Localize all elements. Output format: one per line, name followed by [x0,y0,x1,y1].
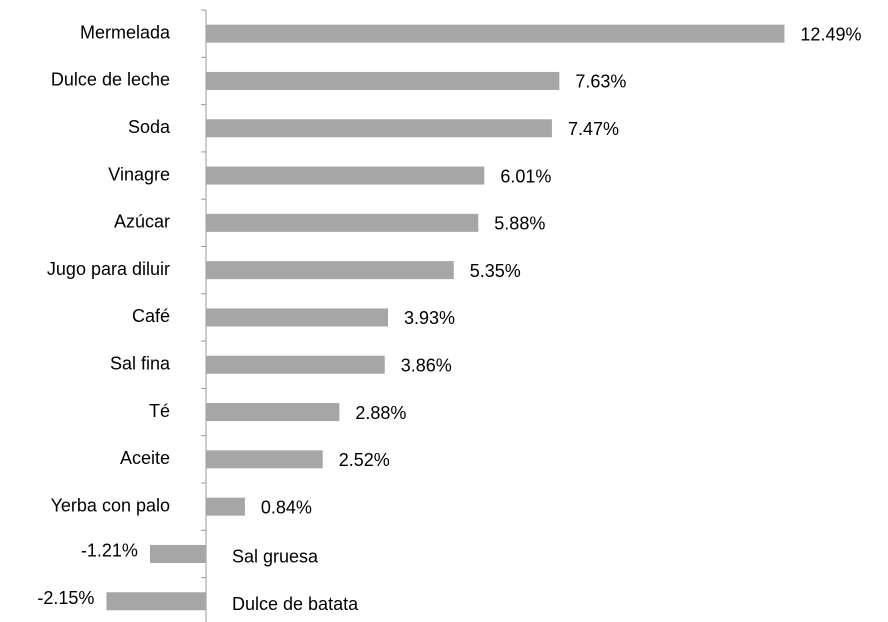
bar [206,261,454,280]
value-label: 5.88% [494,214,545,234]
value-label: 0.84% [261,497,312,517]
category-label: Soda [128,117,171,137]
category-label: Yerba con palo [51,495,170,515]
bar [206,213,479,232]
bar [206,497,245,516]
value-label: 7.47% [568,119,619,139]
bar [206,403,340,422]
value-label: 2.88% [355,403,406,423]
category-label: Sal gruesa [232,547,319,567]
category-label: Dulce de leche [51,70,170,90]
bar [206,119,552,138]
bar [206,166,485,185]
bar [206,71,560,90]
category-label: Jugo para diluir [47,259,170,279]
category-label: Vinagre [108,164,170,184]
value-label: -1.21% [81,541,138,561]
category-label: Dulce de batata [232,594,359,614]
value-label: 12.49% [800,24,861,44]
value-label: 2.52% [339,450,390,470]
bar [106,592,206,611]
value-label: -2.15% [37,588,94,608]
category-label: Aceite [120,448,170,468]
value-label: 3.86% [401,356,452,376]
value-label: 5.35% [470,261,521,281]
bar [206,308,389,327]
category-label: Café [132,306,170,326]
category-label: Azúcar [114,212,170,232]
value-label: 6.01% [500,166,551,186]
category-label: Té [149,401,170,421]
bar [149,544,206,563]
bar [206,450,323,469]
category-label: Mermelada [80,22,171,42]
category-label: Sal fina [110,354,171,374]
value-label: 7.63% [575,72,626,92]
bar [206,355,385,374]
value-label: 3.93% [404,308,455,328]
bar [206,24,785,43]
